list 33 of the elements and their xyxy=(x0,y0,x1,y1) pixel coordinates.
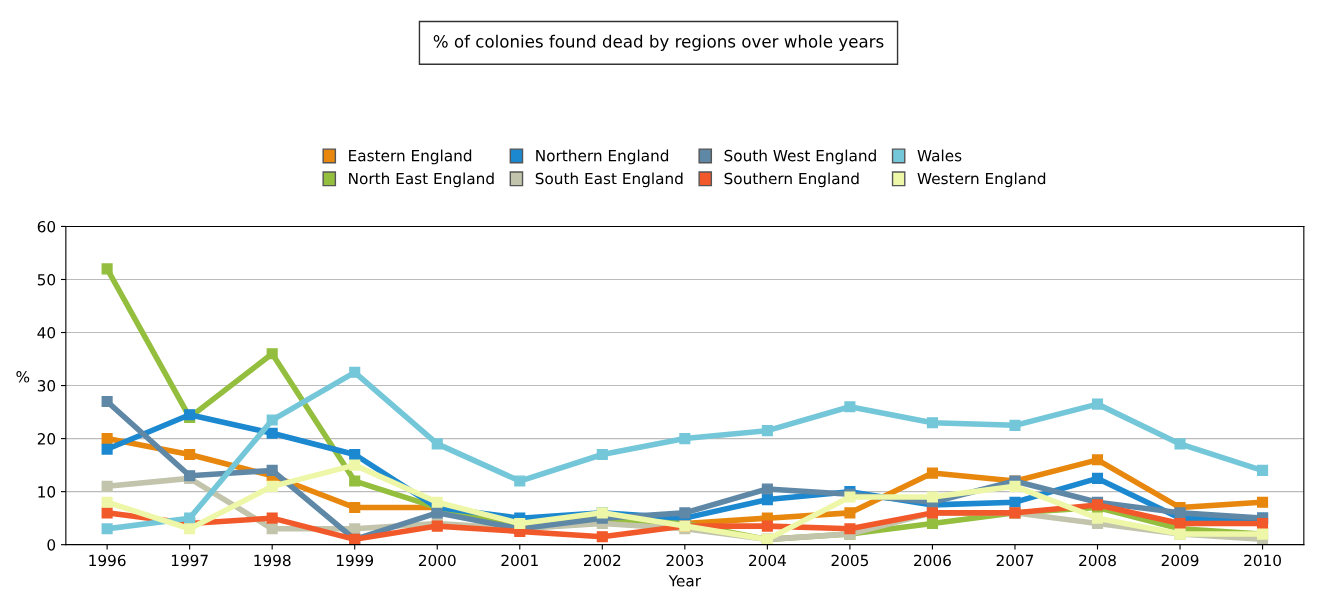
x-tick-label: 2007 xyxy=(996,554,1034,567)
x-tick-label: 2000 xyxy=(418,554,456,567)
legend-label: South West England xyxy=(724,149,876,165)
legend-label: Western England xyxy=(917,172,1046,188)
y-tick-label: 10 xyxy=(38,486,56,498)
x-tick-label: 1997 xyxy=(171,554,208,567)
legend-label: Eastern England xyxy=(349,149,472,165)
legend-label: South East England xyxy=(535,172,683,188)
x-tick-label: 2005 xyxy=(831,554,869,567)
legend-label: North East England xyxy=(349,172,494,188)
x-tick-label: 1999 xyxy=(336,554,374,567)
x-tick-label: 2010 xyxy=(1244,554,1281,567)
y-tick-label: 50 xyxy=(37,273,56,286)
y-tick-label: 60 xyxy=(37,220,56,233)
legend-label: Southern England xyxy=(724,172,859,188)
x-tick-label: 1996 xyxy=(89,554,126,567)
x-tick-label: 2006 xyxy=(914,554,951,567)
y-tick-label: 40 xyxy=(37,326,56,339)
x-tick-label: 2008 xyxy=(1079,554,1116,567)
legend-label: Wales xyxy=(917,149,962,162)
legend-label: Northern England xyxy=(536,149,669,165)
x-tick-label: 2004 xyxy=(749,554,786,567)
x-tick-label: 2002 xyxy=(583,554,621,567)
y-tick-label: 0 xyxy=(47,539,56,551)
x-axis-title: Year xyxy=(668,575,702,587)
y-tick-label: 30 xyxy=(37,380,56,392)
x-tick-label: 2009 xyxy=(1161,554,1199,567)
chart-title: % of colonies found dead by regions over whole years xyxy=(433,34,884,51)
x-tick-label: 1998 xyxy=(254,554,291,567)
y-tick-label: 20 xyxy=(37,433,56,445)
x-tick-label: 2001 xyxy=(501,554,538,567)
y-axis-title: % xyxy=(16,371,30,383)
x-tick-label: 2003 xyxy=(666,554,704,567)
